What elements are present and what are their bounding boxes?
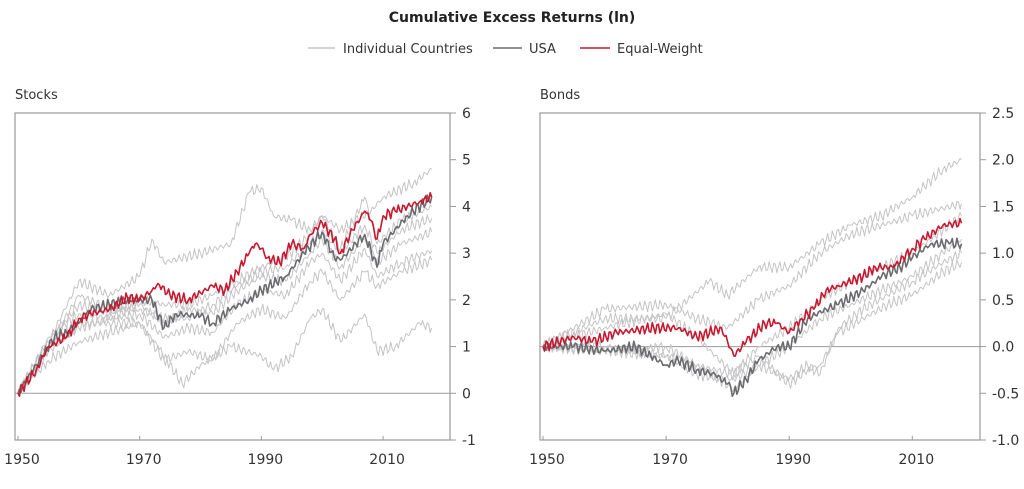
panel-title-bonds: Bonds <box>540 88 580 103</box>
x-tick-label: 1950 <box>4 452 40 468</box>
equal-weight-series-line <box>542 217 963 357</box>
legend-label-equal-weight: Equal-Weight <box>617 42 703 57</box>
stocks-panel: 6 5 4 3 2 1 0 -1 1950 1970 1990 2010 <box>4 106 476 468</box>
y-tick-label: 6 <box>462 106 471 122</box>
y-tick-label: 4 <box>462 199 471 215</box>
x-tick-label: 1990 <box>248 452 284 468</box>
usa-series-line <box>17 194 433 394</box>
x-tick-label: 2010 <box>898 452 934 468</box>
x-tick-label: 2010 <box>369 452 405 468</box>
y-tick-label: 1 <box>462 340 471 356</box>
y-tick-label: -1 <box>462 433 476 449</box>
individual-country-series-line <box>542 201 962 350</box>
y-tick-label: 2.0 <box>992 153 1014 169</box>
equal-weight-series-line <box>17 192 433 397</box>
panel-title-stocks: Stocks <box>15 88 58 103</box>
y-tick-label: -0.5 <box>992 386 1019 402</box>
y-tick-label: 5 <box>462 153 471 169</box>
individual-country-series-line <box>17 226 433 397</box>
y-tick-label: 1.5 <box>992 199 1014 215</box>
x-tick-label: 1950 <box>529 452 565 468</box>
individual-country-series-line <box>542 212 962 379</box>
x-tick-label: 1970 <box>126 452 162 468</box>
individual-country-series-line <box>542 259 962 389</box>
x-tick-label: 1970 <box>652 452 688 468</box>
bonds-panel: 2.5 2.0 1.5 1.0 0.5 0.0 -0.5 -1.0 1950 1970 1990 20… <box>529 106 1019 468</box>
individual-country-series-line <box>17 167 432 395</box>
y-tick-label: -1.0 <box>992 433 1019 449</box>
individual-country-series-line <box>542 238 962 393</box>
individual-country-series-line <box>17 255 433 394</box>
y-tick-label: 0 <box>462 386 471 402</box>
y-tick-label: 1.0 <box>992 246 1014 262</box>
individual-country-series-line <box>17 214 433 394</box>
y-tick-label: 3 <box>462 246 471 262</box>
legend: Individual Countries USA Equal-Weight <box>308 42 703 57</box>
plot-frame <box>14 112 451 441</box>
legend-label-individual: Individual Countries <box>343 42 473 57</box>
legend-label-usa: USA <box>529 42 556 57</box>
usa-series-line <box>542 237 963 397</box>
plot-frame <box>539 112 981 441</box>
y-tick-label: 0.5 <box>992 293 1014 309</box>
x-tick-label: 1990 <box>775 452 811 468</box>
y-tick-label: 0.0 <box>992 340 1014 356</box>
y-tick-label: 2.5 <box>992 106 1014 122</box>
chart-title: Cumulative Excess Returns (ln) <box>389 10 636 26</box>
y-tick-label: 2 <box>462 293 471 309</box>
individual-country-series-line <box>542 158 962 350</box>
